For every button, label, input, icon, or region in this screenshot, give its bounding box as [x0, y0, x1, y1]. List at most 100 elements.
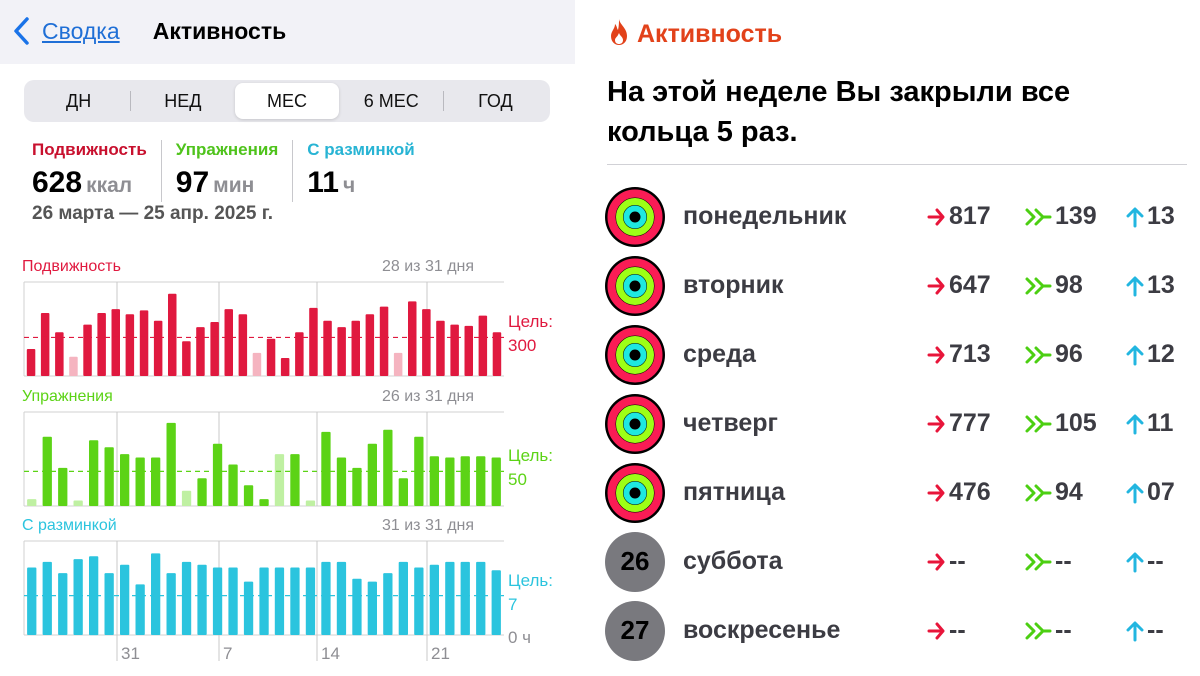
activity-rings-icon: [605, 255, 665, 316]
activity-rings-icon: [605, 393, 665, 454]
chart-bar: [393, 352, 403, 376]
day-name: понедельник: [683, 202, 847, 230]
chart-bar: [445, 561, 455, 635]
activity-rings: [605, 324, 665, 385]
chart-bar: [460, 561, 470, 635]
chart-bar: [243, 581, 254, 635]
chart-bar: [243, 485, 254, 506]
chart-title: С разминкой: [22, 517, 117, 534]
chart-bar: [429, 564, 439, 635]
chart-title: Упражнения: [22, 388, 113, 405]
exercise-value: 94: [1023, 478, 1083, 507]
chart-header: Подвижность 28 из 31 дня: [22, 258, 562, 280]
chart-bar: [27, 499, 37, 506]
chart-header: С разминкой 31 из 31 дня: [22, 517, 562, 539]
stat-number: 97: [175, 166, 210, 199]
chart-plot: [23, 281, 504, 377]
chevron-left-icon: [14, 17, 29, 45]
move-arrow-icon: [927, 415, 945, 432]
stand-value: 11: [1125, 409, 1173, 438]
stand-value: 13: [1125, 202, 1175, 231]
chart-bar: [168, 293, 177, 376]
day-name: среда: [683, 340, 756, 368]
chart-bar: [58, 573, 68, 635]
chart-bar: [422, 309, 431, 376]
move-arrow-icon: [927, 277, 945, 294]
divider: [607, 164, 1187, 165]
chart-bar: [352, 467, 362, 506]
stat-1: Упражнения 97 мин: [175, 140, 294, 202]
move-arrow-icon: [927, 553, 945, 570]
segment-1[interactable]: НЕД: [164, 90, 202, 111]
chart-bar: [104, 573, 114, 635]
chart-bar: [383, 429, 393, 506]
weekly-activity-panel: Активность На этой неделе Вы закрыли все…: [575, 0, 1200, 676]
chart-bar: [408, 301, 417, 376]
chart-bar: [238, 314, 248, 376]
stand-arrow-icon: [1126, 414, 1144, 434]
stat-unit: ккал: [86, 174, 133, 197]
chart-bar: [398, 561, 408, 635]
chart-bar: [166, 422, 176, 506]
day-row[interactable]: понедельник 817 139 13: [605, 182, 1195, 251]
stand-arrow-icon: [1126, 276, 1144, 296]
stand-arrow-icon: [1126, 621, 1144, 641]
move-value: 777: [927, 409, 991, 438]
chart-bar: [153, 320, 163, 376]
segment-0[interactable]: ДН: [66, 90, 92, 111]
move-value: 713: [927, 340, 991, 369]
chart-bar: [352, 578, 362, 636]
stat-unit: мин: [213, 174, 255, 197]
back-label: Сводка: [42, 17, 120, 44]
segment-divider: [130, 91, 132, 111]
chart-bar: [290, 454, 300, 506]
stat-0: Подвижность 628 ккал: [32, 140, 162, 202]
move-arrow-icon: [927, 622, 945, 639]
day-row[interactable]: пятница 476 94 07: [605, 458, 1195, 527]
back-button[interactable]: Сводка: [12, 16, 120, 46]
chart-bar: [73, 559, 83, 635]
segment-2[interactable]: МЕС: [235, 83, 339, 119]
exercise-arrow-icon: [1025, 622, 1052, 639]
chart-count: 28 из 31 дня: [382, 258, 475, 275]
chart-bar: [89, 556, 99, 636]
chart-bar: [182, 341, 191, 376]
day-list: понедельник 817 139 13 вторник 647 98 13 среда 71…: [605, 182, 1195, 665]
stand-arrow-icon: [1126, 207, 1144, 227]
chart-bar: [321, 431, 331, 506]
day-row[interactable]: среда 713 96 12: [605, 320, 1195, 389]
period-selector: ДН НЕД МЕС 6 МЕС ГОД: [24, 80, 550, 122]
goal-label: Цель:: [508, 312, 553, 332]
x-tick-label: 21: [431, 644, 450, 663]
chart-bar: [450, 324, 459, 376]
chart-bar: [476, 456, 486, 506]
chart-bar: [429, 456, 439, 506]
chart-bar: [274, 454, 285, 506]
move-arrow-icon: [927, 208, 945, 225]
chart-bar: [97, 313, 106, 376]
exercise-arrow-icon: [1025, 346, 1052, 363]
exercise-arrow-icon: [1025, 208, 1052, 225]
day-row[interactable]: 27 воскресенье -- -- --: [605, 596, 1195, 665]
chart-bar: [210, 322, 219, 376]
exercise-arrow-icon: [1025, 415, 1052, 432]
chart-bar: [151, 553, 161, 635]
chart-bar: [445, 457, 455, 506]
chart-bar: [228, 567, 238, 635]
activity-rings: [605, 255, 665, 316]
day-row[interactable]: 26 суббота -- -- --: [605, 527, 1195, 596]
chart-bar: [305, 500, 316, 506]
day-row[interactable]: четверг 777 105 11: [605, 389, 1195, 458]
chart-bar: [26, 349, 36, 376]
segment-4[interactable]: ГОД: [478, 90, 513, 111]
move-value: 817: [927, 202, 991, 231]
stand-arrow-icon: [1126, 345, 1144, 365]
chart-bar: [367, 581, 377, 635]
date-range: 26 марта — 25 апр. 2025 г.: [32, 203, 274, 224]
day-row[interactable]: вторник 647 98 13: [605, 251, 1195, 320]
chart-bar: [323, 320, 332, 376]
chart-bar: [476, 561, 486, 635]
move-value: 647: [927, 271, 991, 300]
segment-3[interactable]: 6 МЕС: [363, 90, 419, 111]
chart-bar: [309, 307, 318, 376]
